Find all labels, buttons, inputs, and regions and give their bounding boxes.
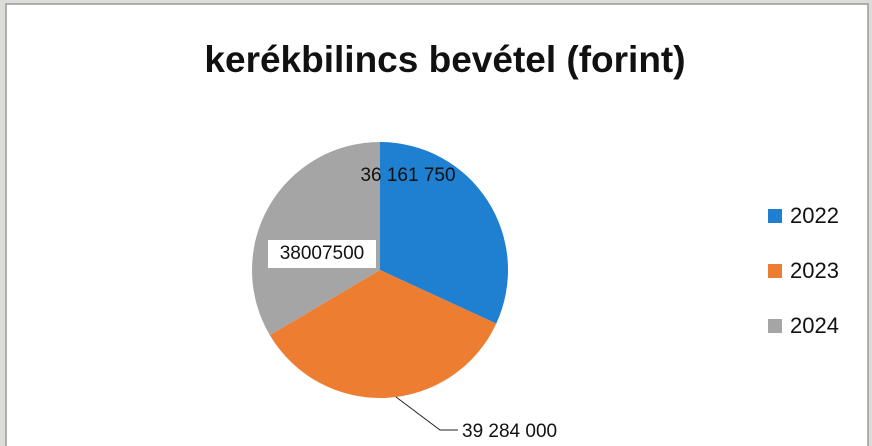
legend-label: 2024 — [790, 313, 839, 338]
legend-swatch — [768, 209, 782, 223]
data-label: 38007500 — [280, 243, 365, 264]
data-label: 39 284 000 — [462, 421, 557, 442]
label-background — [268, 240, 376, 268]
legend-swatch — [768, 319, 782, 333]
pie-slice — [251, 142, 380, 336]
legend-swatch — [768, 264, 782, 278]
data-label: 36 161 750 — [360, 165, 455, 186]
pie-slice — [380, 142, 508, 324]
chart-title: kerékbilincs bevétel (forint) — [204, 39, 685, 80]
leader-line — [395, 396, 458, 431]
legend-label: 2022 — [790, 203, 839, 228]
legend-label: 2023 — [790, 258, 839, 283]
pie-slice — [269, 270, 497, 399]
